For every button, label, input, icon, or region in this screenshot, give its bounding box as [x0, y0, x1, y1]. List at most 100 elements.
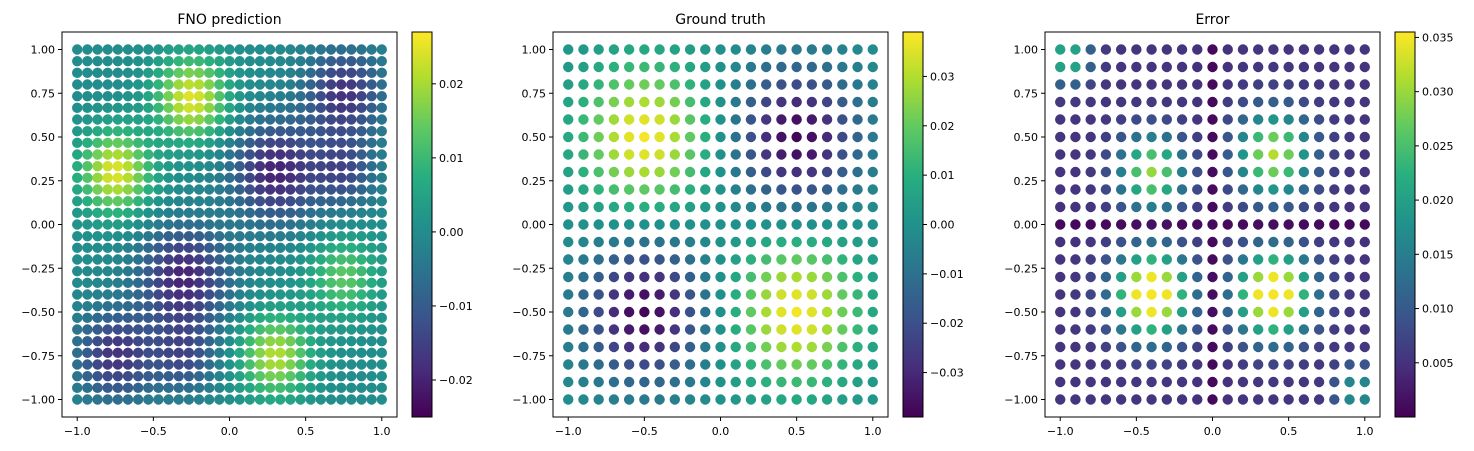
- scatter-point: [295, 347, 306, 359]
- scatter-point: [1070, 219, 1081, 230]
- scatter-point: [122, 184, 134, 195]
- scatter-point: [163, 359, 174, 370]
- scatter-point: [608, 149, 620, 160]
- scatter-point: [1298, 166, 1310, 178]
- scatter-point: [776, 114, 787, 125]
- scatter-point: [867, 394, 878, 405]
- scatter-point: [264, 149, 276, 160]
- scatter-point: [776, 149, 787, 160]
- scatter-point: [254, 382, 266, 394]
- scatter-point: [1100, 359, 1112, 370]
- scatter-point: [112, 102, 124, 114]
- scatter-point: [112, 300, 124, 312]
- scatter-point: [1070, 79, 1081, 90]
- scatter-point: [315, 55, 327, 67]
- x-tick-label: −0.5: [631, 425, 658, 438]
- scatter-point: [1252, 149, 1264, 160]
- scatter-point: [669, 254, 681, 265]
- scatter-point: [204, 90, 215, 102]
- scatter-point: [315, 160, 327, 172]
- scatter-point: [163, 137, 174, 149]
- scatter-point: [806, 184, 818, 195]
- scatter-point: [315, 347, 327, 359]
- scatter-point: [654, 61, 665, 73]
- scatter-point: [173, 219, 184, 230]
- scatter-point: [563, 114, 574, 125]
- scatter-point: [1070, 359, 1081, 370]
- scatter-point: [193, 114, 205, 125]
- scatter-point: [275, 207, 286, 219]
- scatter-point: [684, 184, 696, 195]
- scatter-point: [72, 114, 83, 125]
- scatter-point: [1085, 166, 1096, 178]
- scatter-point: [654, 236, 665, 248]
- scatter-point: [730, 289, 741, 300]
- scatter-point: [112, 347, 124, 359]
- scatter-point: [153, 114, 164, 125]
- scatter-point: [608, 394, 620, 405]
- scatter-point: [1344, 254, 1355, 265]
- scatter-point: [204, 184, 215, 195]
- scatter-point: [244, 79, 255, 90]
- scatter-point: [92, 394, 103, 405]
- scatter-point: [1070, 376, 1081, 388]
- scatter-point: [143, 335, 154, 347]
- scatter-point: [852, 201, 863, 213]
- scatter-point: [72, 277, 83, 289]
- scatter-point: [356, 44, 367, 55]
- scatter-point: [700, 236, 711, 248]
- scatter-point: [700, 201, 711, 213]
- scatter-point: [234, 44, 245, 55]
- scatter-point: [275, 90, 286, 102]
- scatter-point: [760, 306, 772, 318]
- scatter-point: [285, 277, 296, 289]
- colorbar-tick-label: −0.02: [930, 317, 964, 330]
- scatter-point: [132, 90, 144, 102]
- scatter-point: [183, 312, 195, 324]
- scatter-point: [244, 300, 255, 312]
- scatter-point: [1207, 394, 1218, 405]
- scatter-point: [1329, 131, 1340, 143]
- scatter-point: [760, 359, 772, 370]
- scatter-point: [623, 376, 635, 388]
- scatter-point: [143, 324, 154, 335]
- scatter-point: [1161, 184, 1173, 195]
- scatter-point: [153, 90, 164, 102]
- scatter-point: [92, 90, 103, 102]
- scatter-point: [234, 149, 245, 160]
- colorbar-tick-label: 0.005: [1422, 357, 1454, 370]
- scatter-point: [82, 219, 93, 230]
- scatter-point: [72, 347, 83, 359]
- scatter-point: [163, 230, 174, 242]
- scatter-point: [578, 394, 589, 405]
- scatter-point: [806, 79, 818, 90]
- scatter-point: [102, 137, 113, 149]
- scatter-point: [102, 55, 113, 67]
- scatter-point: [82, 90, 93, 102]
- scatter-point: [92, 359, 103, 370]
- scatter-point: [1176, 376, 1188, 388]
- scatter-point: [1298, 44, 1310, 55]
- scatter-point: [82, 55, 93, 67]
- scatter-point: [346, 67, 357, 79]
- scatter-point: [153, 160, 164, 172]
- scatter-point: [72, 300, 83, 312]
- scatter-point: [72, 137, 83, 149]
- x-tick-label: 1.0: [864, 425, 882, 438]
- scatter-point: [204, 67, 215, 79]
- scatter-point: [285, 90, 296, 102]
- scatter-point: [1268, 271, 1279, 283]
- scatter-point: [163, 102, 174, 114]
- scatter-point: [1329, 271, 1340, 283]
- scatter-point: [1085, 254, 1096, 265]
- scatter-point: [1176, 166, 1188, 178]
- scatter-point: [806, 324, 818, 335]
- scatter-point: [234, 67, 245, 79]
- scatter-point: [214, 335, 225, 347]
- scatter-point: [1298, 324, 1310, 335]
- scatter-point: [204, 324, 215, 335]
- scatter-point: [867, 236, 878, 248]
- scatter-point: [1115, 44, 1127, 55]
- scatter-point: [821, 201, 833, 213]
- colorbar: 0.030.020.010.00−0.01−0.02−0.03: [902, 31, 964, 418]
